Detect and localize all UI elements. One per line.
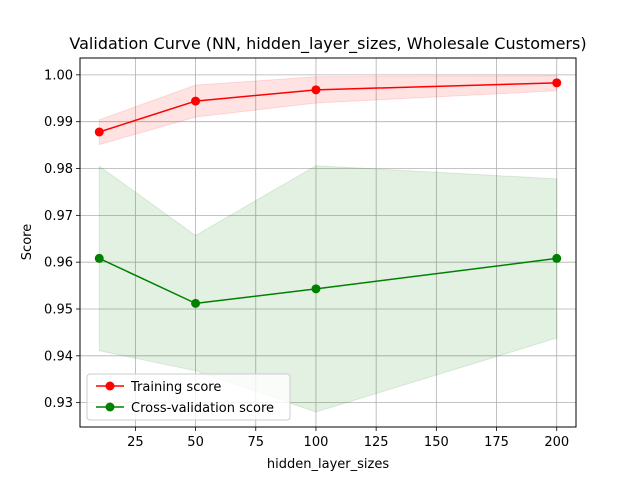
y-axis-ticks: 0.93 0.94 0.95 0.96 0.97 0.98 0.99 1.00 xyxy=(44,68,80,411)
series-1-point xyxy=(94,253,104,263)
series-1-point xyxy=(311,284,321,294)
series-1-point xyxy=(552,253,562,263)
series-0-point xyxy=(191,96,201,106)
series-1-line xyxy=(98,257,557,305)
plot-frame xyxy=(79,57,577,428)
x-tick-label: 125 xyxy=(364,435,389,450)
x-tick-label: 25 xyxy=(127,435,144,450)
x-tick-label: 150 xyxy=(424,435,449,450)
series-0-line xyxy=(99,82,557,133)
series-1-point xyxy=(191,298,201,308)
legend-marker-cv xyxy=(105,402,115,412)
legend-box xyxy=(86,373,291,421)
y-tick-label: 0.97 xyxy=(44,209,73,224)
y-tick-label: 0.94 xyxy=(44,349,73,364)
legend-label-cv: Cross-validation score xyxy=(131,401,274,416)
x-axis-ticks: 25 50 75 100 125 150 175 200 xyxy=(127,427,569,450)
series-lines xyxy=(94,78,562,308)
y-tick-label: 0.99 xyxy=(44,115,73,130)
series-1-band xyxy=(98,165,558,413)
series-0-point xyxy=(552,78,562,88)
y-tick-label: 0.96 xyxy=(44,256,73,271)
series-0-point xyxy=(94,127,104,137)
x-tick-label: 75 xyxy=(247,435,264,450)
legend: Training score Cross-validation score xyxy=(86,373,291,421)
x-tick-label: 175 xyxy=(484,435,509,450)
y-tick-label: 0.98 xyxy=(44,162,73,177)
y-tick-label: 0.93 xyxy=(44,396,73,411)
series-0-band xyxy=(98,75,558,146)
series-0-point xyxy=(311,85,321,95)
x-tick-label: 50 xyxy=(187,435,204,450)
x-tick-label: 200 xyxy=(544,435,569,450)
y-tick-label: 1.00 xyxy=(44,68,73,83)
x-tick-label: 100 xyxy=(304,435,329,450)
x-axis-label: hidden_layer_sizes xyxy=(267,457,389,472)
y-tick-label: 0.95 xyxy=(44,302,73,317)
legend-label-training: Training score xyxy=(130,380,221,395)
chart-title: Validation Curve (NN, hidden_layer_sizes… xyxy=(69,34,586,54)
confidence-bands xyxy=(98,75,558,413)
y-axis-label: Score xyxy=(20,224,35,260)
legend-marker-training xyxy=(105,381,115,391)
